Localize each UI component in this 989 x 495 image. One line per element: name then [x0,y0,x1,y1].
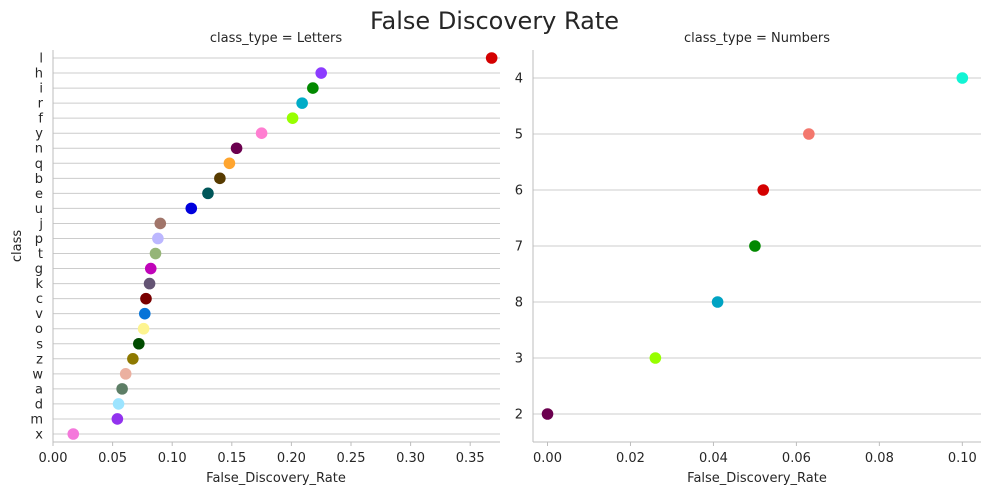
left-y-tick-label: p [35,232,43,247]
left-x-tick-label: 0.00 [39,451,68,466]
left-y-tick-label: k [35,277,43,292]
right-point-4 [956,72,969,84]
left-x-tick-label: 0.25 [337,451,366,466]
left-y-tick-label: n [35,142,43,157]
left-point-w [119,368,132,380]
left-y-tick-label: i [39,82,43,97]
right-y-tick-label: 3 [515,352,523,367]
left-point-y [255,127,268,139]
left-point-b [214,172,226,185]
left-y-tick-label: w [32,367,43,382]
left-point-u [185,202,198,215]
left-y-tick-label: t [38,247,43,262]
left-point-e [202,187,214,200]
right-point-5 [803,128,815,140]
left-y-tick-label: c [36,292,43,307]
left-y-tick-label: m [30,412,43,427]
left-y-tick-label: d [35,397,43,412]
right-x-tick-label: 0.10 [948,451,977,466]
figure-title: False Discovery Rate [370,7,619,35]
right-x-tick-label: 0.08 [865,451,894,466]
left-y-tick-label: y [35,127,43,142]
left-x-tick-label: 0.20 [277,451,306,466]
left-y-tick-label: r [38,97,44,112]
left-x-tick-label: 0.15 [217,451,246,466]
left-y-tick-label: l [39,52,43,67]
right-point-2 [541,408,554,420]
left-y-tick-label: s [36,337,43,352]
left-point-q [223,157,236,170]
right-y-tick-label: 4 [515,72,523,87]
right-y-tick-label: 7 [515,240,523,255]
left-x-tick-label: 0.05 [98,451,127,466]
left-point-o [137,322,150,335]
left-y-tick-label: u [35,202,43,217]
left-point-m [111,413,124,425]
right-point-3 [649,352,662,364]
left-y-tick-label: j [38,217,43,232]
left-y-tick-label: f [38,112,43,127]
left-x-tick-label: 0.35 [456,451,485,466]
left-point-a [116,383,128,395]
right-x-tick-label: 0.06 [782,451,811,466]
left-y-tick-label: o [35,322,43,337]
right-x-tick-label: 0.00 [533,451,562,466]
right-y-tick-label: 6 [515,184,523,199]
left-y-tick-label: b [35,172,43,187]
left-point-p [152,232,164,245]
left-y-tick-label: q [35,157,43,172]
left-y-tick-label: g [35,262,43,277]
left-y-tick-label: v [35,307,43,322]
left-point-g [144,262,157,275]
left-x-tick-label: 0.30 [396,451,425,466]
left-x-axis-label: False_Discovery_Rate [206,471,346,486]
left-point-d [112,398,125,410]
right-x-tick-label: 0.02 [616,451,645,466]
right-y-tick-label: 2 [515,408,523,423]
right-panel: 4 5 6 7 8 3 2 0.00 0.02 0.04 0.06 0.08 0.10 [515,50,981,466]
left-point-z [127,353,139,365]
right-panel-subtitle: class_type = Numbers [684,31,830,46]
left-point-l [485,52,498,64]
left-point-c [140,292,152,305]
left-y-tick-label: a [35,382,43,397]
right-y-tick-label: 5 [515,128,523,143]
left-point-t [149,247,162,260]
left-point-i [307,82,319,94]
right-point-7 [749,240,761,252]
left-point-x [67,428,80,440]
right-x-tick-label: 0.04 [699,451,728,466]
left-point-r [296,97,308,109]
left-y-tick-label: z [36,352,43,367]
left-point-n [230,142,243,155]
right-point-6 [757,184,770,196]
left-point-v [138,307,151,320]
left-y-tick-label: e [35,187,43,202]
left-point-k [143,277,156,290]
left-y-tick-label: x [35,428,43,443]
left-point-s [133,337,145,350]
right-point-8 [711,296,724,308]
left-y-tick-label: h [35,67,43,82]
left-point-f [286,112,299,124]
right-y-tick-label: 8 [515,296,523,311]
left-x-tick-label: 0.10 [158,451,187,466]
left-point-h [315,67,328,79]
left-panel-subtitle: class_type = Letters [210,31,343,46]
right-x-axis-label: False_Discovery_Rate [687,471,827,486]
left-point-j [154,217,167,230]
y-axis-label: class [10,230,25,262]
